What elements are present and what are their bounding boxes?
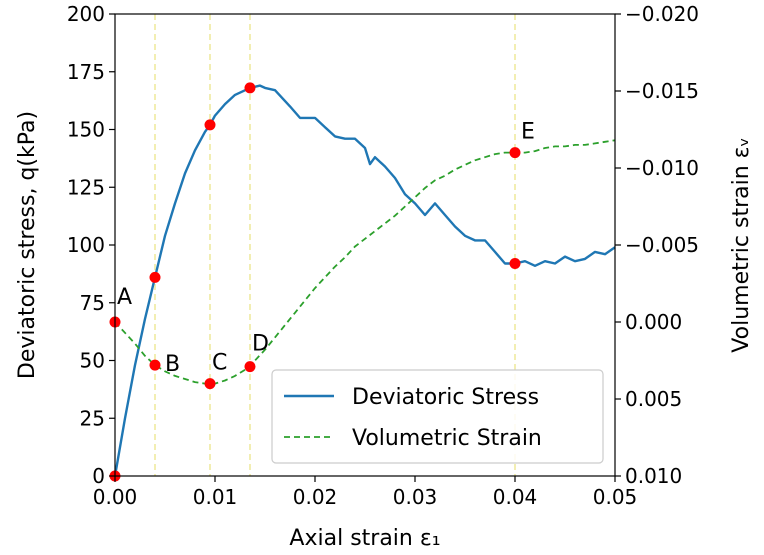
left-y-axis-ticks: 0 25 50 75 100 125 150 175 200 xyxy=(67,2,115,488)
right-y-tick-label: −0.015 xyxy=(625,79,699,103)
legend-label: Deviatoric Stress xyxy=(352,385,539,410)
right-y-axis-ticks: −0.020 −0.015 −0.010 −0.005 0.000 0.005 0.010 xyxy=(615,2,699,488)
x-axis-ticks: 0.00 0.01 0.02 0.03 0.04 0.05 xyxy=(93,476,638,509)
data-point-marker xyxy=(204,119,216,131)
left-y-tick-label: 125 xyxy=(67,175,105,199)
right-y-tick-label: −0.005 xyxy=(625,233,699,257)
x-axis-title: Axial strain ε₁ xyxy=(289,526,440,551)
marker-points: A B CD E xyxy=(109,82,535,482)
legend-box xyxy=(271,369,604,464)
point-label-d: D xyxy=(252,332,269,357)
left-y-tick-label: 25 xyxy=(80,406,105,430)
series-layer xyxy=(113,84,616,477)
left-y-tick-label: 150 xyxy=(67,118,105,142)
x-tick-label: 0.03 xyxy=(393,485,438,509)
point-label-c: C xyxy=(212,351,227,376)
legend-label: Volumetric Strain xyxy=(352,426,542,451)
data-point-marker xyxy=(244,361,256,373)
point-label-b: B xyxy=(165,352,180,377)
right-y-tick-label: 0.005 xyxy=(625,387,682,411)
volumetric-strain-line xyxy=(114,139,616,385)
left-y-tick-label: 50 xyxy=(80,349,105,373)
x-tick-label: 0.02 xyxy=(293,485,338,509)
right-y-tick-label: 0.000 xyxy=(625,310,682,334)
left-y-axis-title: Deviatoric stress, q(kPa) xyxy=(15,111,40,379)
point-label-a: A xyxy=(117,285,132,310)
data-point-marker xyxy=(509,257,521,269)
x-tick-label: 0.05 xyxy=(593,485,638,509)
right-y-tick-label: −0.020 xyxy=(625,2,699,26)
left-y-tick-label: 175 xyxy=(67,60,105,84)
left-y-tick-label: 100 xyxy=(67,233,105,257)
right-y-axis-title: Volumetric strain εᵥ xyxy=(729,137,754,352)
x-tick-label: 0.00 xyxy=(93,485,138,509)
data-point-marker xyxy=(149,359,161,371)
data-point-marker xyxy=(149,271,161,283)
x-tick-label: 0.01 xyxy=(193,485,238,509)
data-point-marker xyxy=(204,378,216,390)
left-y-tick-label: 0 xyxy=(92,464,105,488)
data-point-marker xyxy=(244,82,256,94)
point-label-e: E xyxy=(521,120,535,145)
legend: Deviatoric Stress Volumetric Strain xyxy=(271,369,604,464)
data-point-marker xyxy=(509,147,521,159)
left-y-tick-label: 75 xyxy=(80,291,105,315)
deviatoric-stress-line xyxy=(113,84,616,477)
right-y-tick-label: −0.010 xyxy=(625,156,699,180)
left-y-tick-label: 200 xyxy=(67,2,105,26)
right-y-tick-label: 0.010 xyxy=(625,464,682,488)
x-tick-label: 0.04 xyxy=(493,485,538,509)
